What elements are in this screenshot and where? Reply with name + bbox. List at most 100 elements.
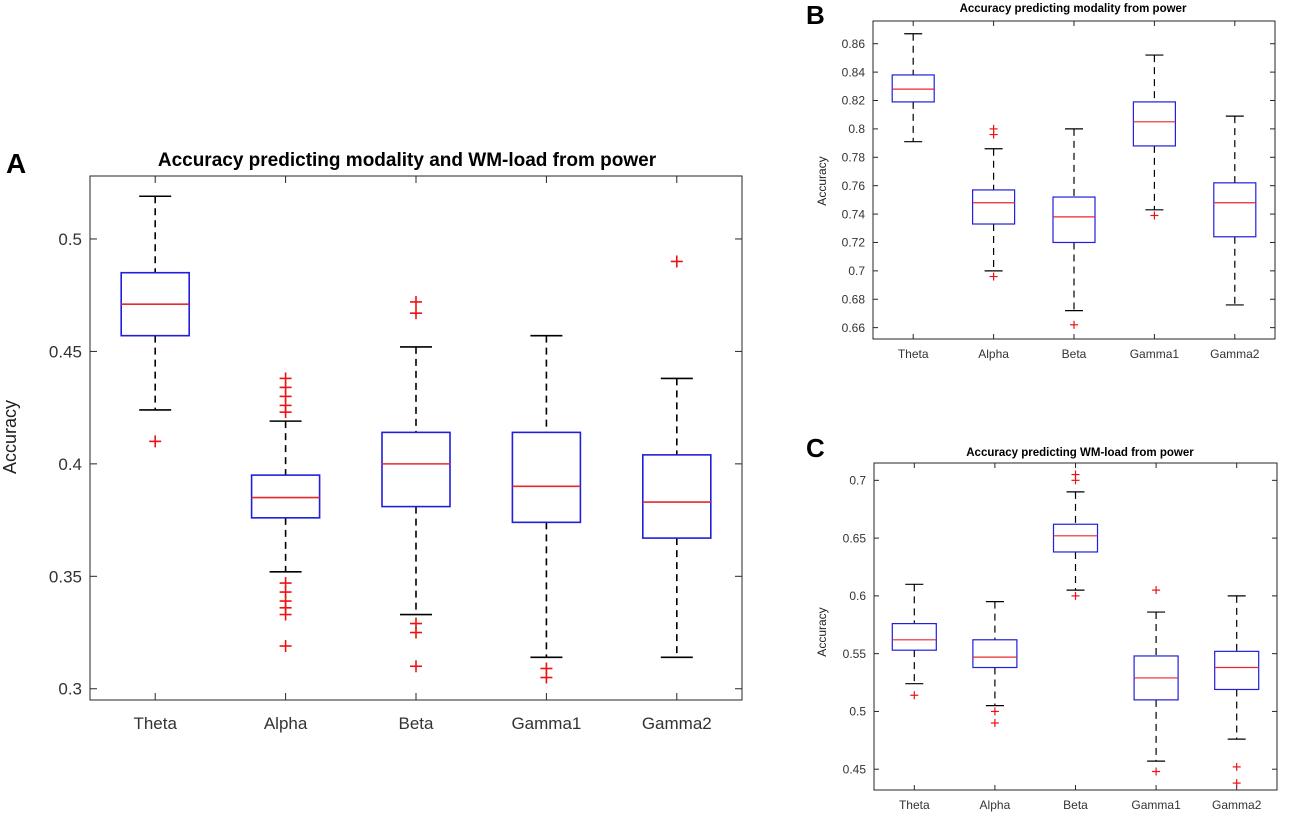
panel-c-xtick-label: Alpha — [980, 798, 1011, 812]
panel-c-ytick-label: 0.6 — [849, 589, 866, 603]
panel-b-xtick-label: Gamma2 — [1210, 347, 1260, 361]
panel-c-box-gamma1 — [1133, 586, 1179, 776]
panel-letter-a: A — [6, 148, 26, 179]
panel-b-xtick-label: Gamma1 — [1130, 347, 1180, 361]
outlier-marker — [910, 691, 919, 700]
outlier-marker — [410, 626, 422, 639]
outlier-marker — [990, 707, 999, 716]
panel-b-box-alpha — [971, 124, 1016, 281]
panel-c-box-theta — [891, 583, 937, 700]
panel-c: C Accuracy predicting WM-load from power… — [806, 433, 1278, 812]
panel-b-box-beta — [1052, 128, 1096, 329]
panel-c-xtick-label: Gamma2 — [1212, 798, 1262, 812]
outlier-marker — [1232, 779, 1241, 788]
iqr-box — [250, 474, 321, 519]
panel-a-ytick-label: 0.5 — [58, 230, 82, 249]
panel-b-ytick-label: 0.84 — [842, 65, 866, 79]
panel-a-axes-frame — [89, 175, 743, 701]
panel-b-xtick-label: Alpha — [978, 347, 1009, 361]
panel-a-box-beta — [381, 295, 451, 673]
panel-a-xtick-label: Beta — [399, 714, 435, 733]
iqr-box — [1052, 523, 1099, 553]
iqr-box — [511, 431, 582, 524]
panel-a-box-alpha — [250, 372, 321, 653]
outlier-marker — [1232, 762, 1241, 771]
panel-c-xtick-label: Theta — [899, 798, 930, 812]
panel-a-ytick-label: 0.3 — [58, 680, 82, 699]
panel-c-ytick-label: 0.55 — [843, 647, 867, 661]
outlier-marker — [1071, 476, 1080, 485]
panel-c-ytick-label: 0.7 — [849, 474, 866, 488]
outlier-marker — [1071, 591, 1080, 600]
panel-c-ytick-label: 0.5 — [849, 705, 866, 719]
panel-b-ytick-label: 0.72 — [842, 236, 866, 250]
panel-a-xtick-label: Gamma2 — [642, 714, 712, 733]
outlier-marker — [149, 435, 162, 448]
outlier-marker — [279, 640, 292, 653]
panel-b-ytick-label: 0.74 — [842, 207, 866, 221]
panel-b-ytick-label: 0.8 — [848, 122, 865, 136]
panel-b-ytick-label: 0.7 — [848, 264, 865, 278]
panel-a-title: Accuracy predicting modality and WM-load… — [158, 150, 657, 171]
iqr-box — [891, 74, 935, 103]
panel-b-ytick-label: 0.78 — [842, 150, 866, 164]
panel-c-box-gamma2 — [1214, 595, 1260, 788]
iqr-box — [381, 431, 451, 508]
outlier-marker — [279, 608, 292, 621]
panel-b-ytick-label: 0.86 — [842, 37, 866, 51]
iqr-box — [1132, 101, 1177, 147]
panel-b-box-gamma1 — [1132, 54, 1177, 220]
outlier-marker — [670, 255, 683, 268]
panel-letter-b: B — [806, 0, 825, 30]
panel-b-ytick-label: 0.76 — [842, 179, 866, 193]
panel-a-ytick-label: 0.4 — [58, 455, 82, 474]
outlier-marker — [1152, 767, 1161, 776]
outlier-marker — [1152, 586, 1161, 595]
panel-a-box-theta — [120, 195, 190, 448]
panel-letter-c: C — [806, 433, 825, 463]
panel-b-ytick-label: 0.82 — [842, 94, 866, 108]
panel-c-box-beta — [1052, 470, 1099, 600]
panel-b-box-theta — [891, 33, 935, 143]
outlier-marker — [279, 406, 292, 419]
panel-c-xtick-label: Gamma1 — [1131, 798, 1181, 812]
iqr-box — [1213, 182, 1257, 238]
panel-a-ytick-label: 0.45 — [49, 342, 82, 361]
panel-c-axes-frame — [873, 462, 1278, 791]
iqr-box — [1052, 196, 1096, 244]
outlier-marker — [989, 130, 998, 139]
panel-c-ylabel: Accuracy — [815, 607, 829, 656]
panel-b: B Accuracy predicting modality from powe… — [806, 0, 1276, 361]
iqr-box — [1214, 650, 1260, 691]
outlier-marker — [410, 295, 422, 308]
panel-a-xtick-label: Theta — [133, 714, 177, 733]
panel-a-ytick-label: 0.35 — [49, 567, 82, 586]
panel-c-xtick-label: Beta — [1063, 798, 1088, 812]
panel-c-ytick-label: 0.45 — [843, 762, 867, 776]
outlier-marker — [1150, 211, 1159, 220]
outlier-marker — [1070, 320, 1078, 329]
iqr-box — [972, 639, 1018, 669]
panel-c-title: Accuracy predicting WM-load from power — [966, 447, 1194, 459]
outlier-marker — [410, 660, 422, 673]
panel-b-ytick-label: 0.68 — [842, 292, 866, 306]
iqr-box — [891, 623, 937, 651]
panel-b-xtick-label: Beta — [1062, 347, 1087, 361]
panel-b-title: Accuracy predicting modality from power — [960, 3, 1187, 15]
panel-c-ytick-label: 0.65 — [843, 531, 867, 545]
outlier-marker — [990, 718, 999, 727]
panel-a: A Accuracy predicting modality and WM-lo… — [0, 148, 743, 733]
outlier-marker — [989, 272, 998, 281]
panel-a-ylabel: Accuracy — [0, 400, 20, 474]
outlier-marker — [410, 307, 422, 320]
panel-b-box-gamma2 — [1213, 115, 1257, 306]
panel-b-ylabel: Accuracy — [815, 156, 829, 205]
panel-a-xtick-label: Gamma1 — [511, 714, 581, 733]
panel-b-xtick-label: Theta — [898, 347, 929, 361]
panel-a-xtick-label: Alpha — [264, 714, 308, 733]
panel-a-box-gamma1 — [511, 334, 582, 684]
panel-b-ytick-label: 0.66 — [842, 321, 866, 335]
panel-a-box-gamma2 — [641, 255, 712, 659]
iqr-box — [971, 189, 1016, 225]
